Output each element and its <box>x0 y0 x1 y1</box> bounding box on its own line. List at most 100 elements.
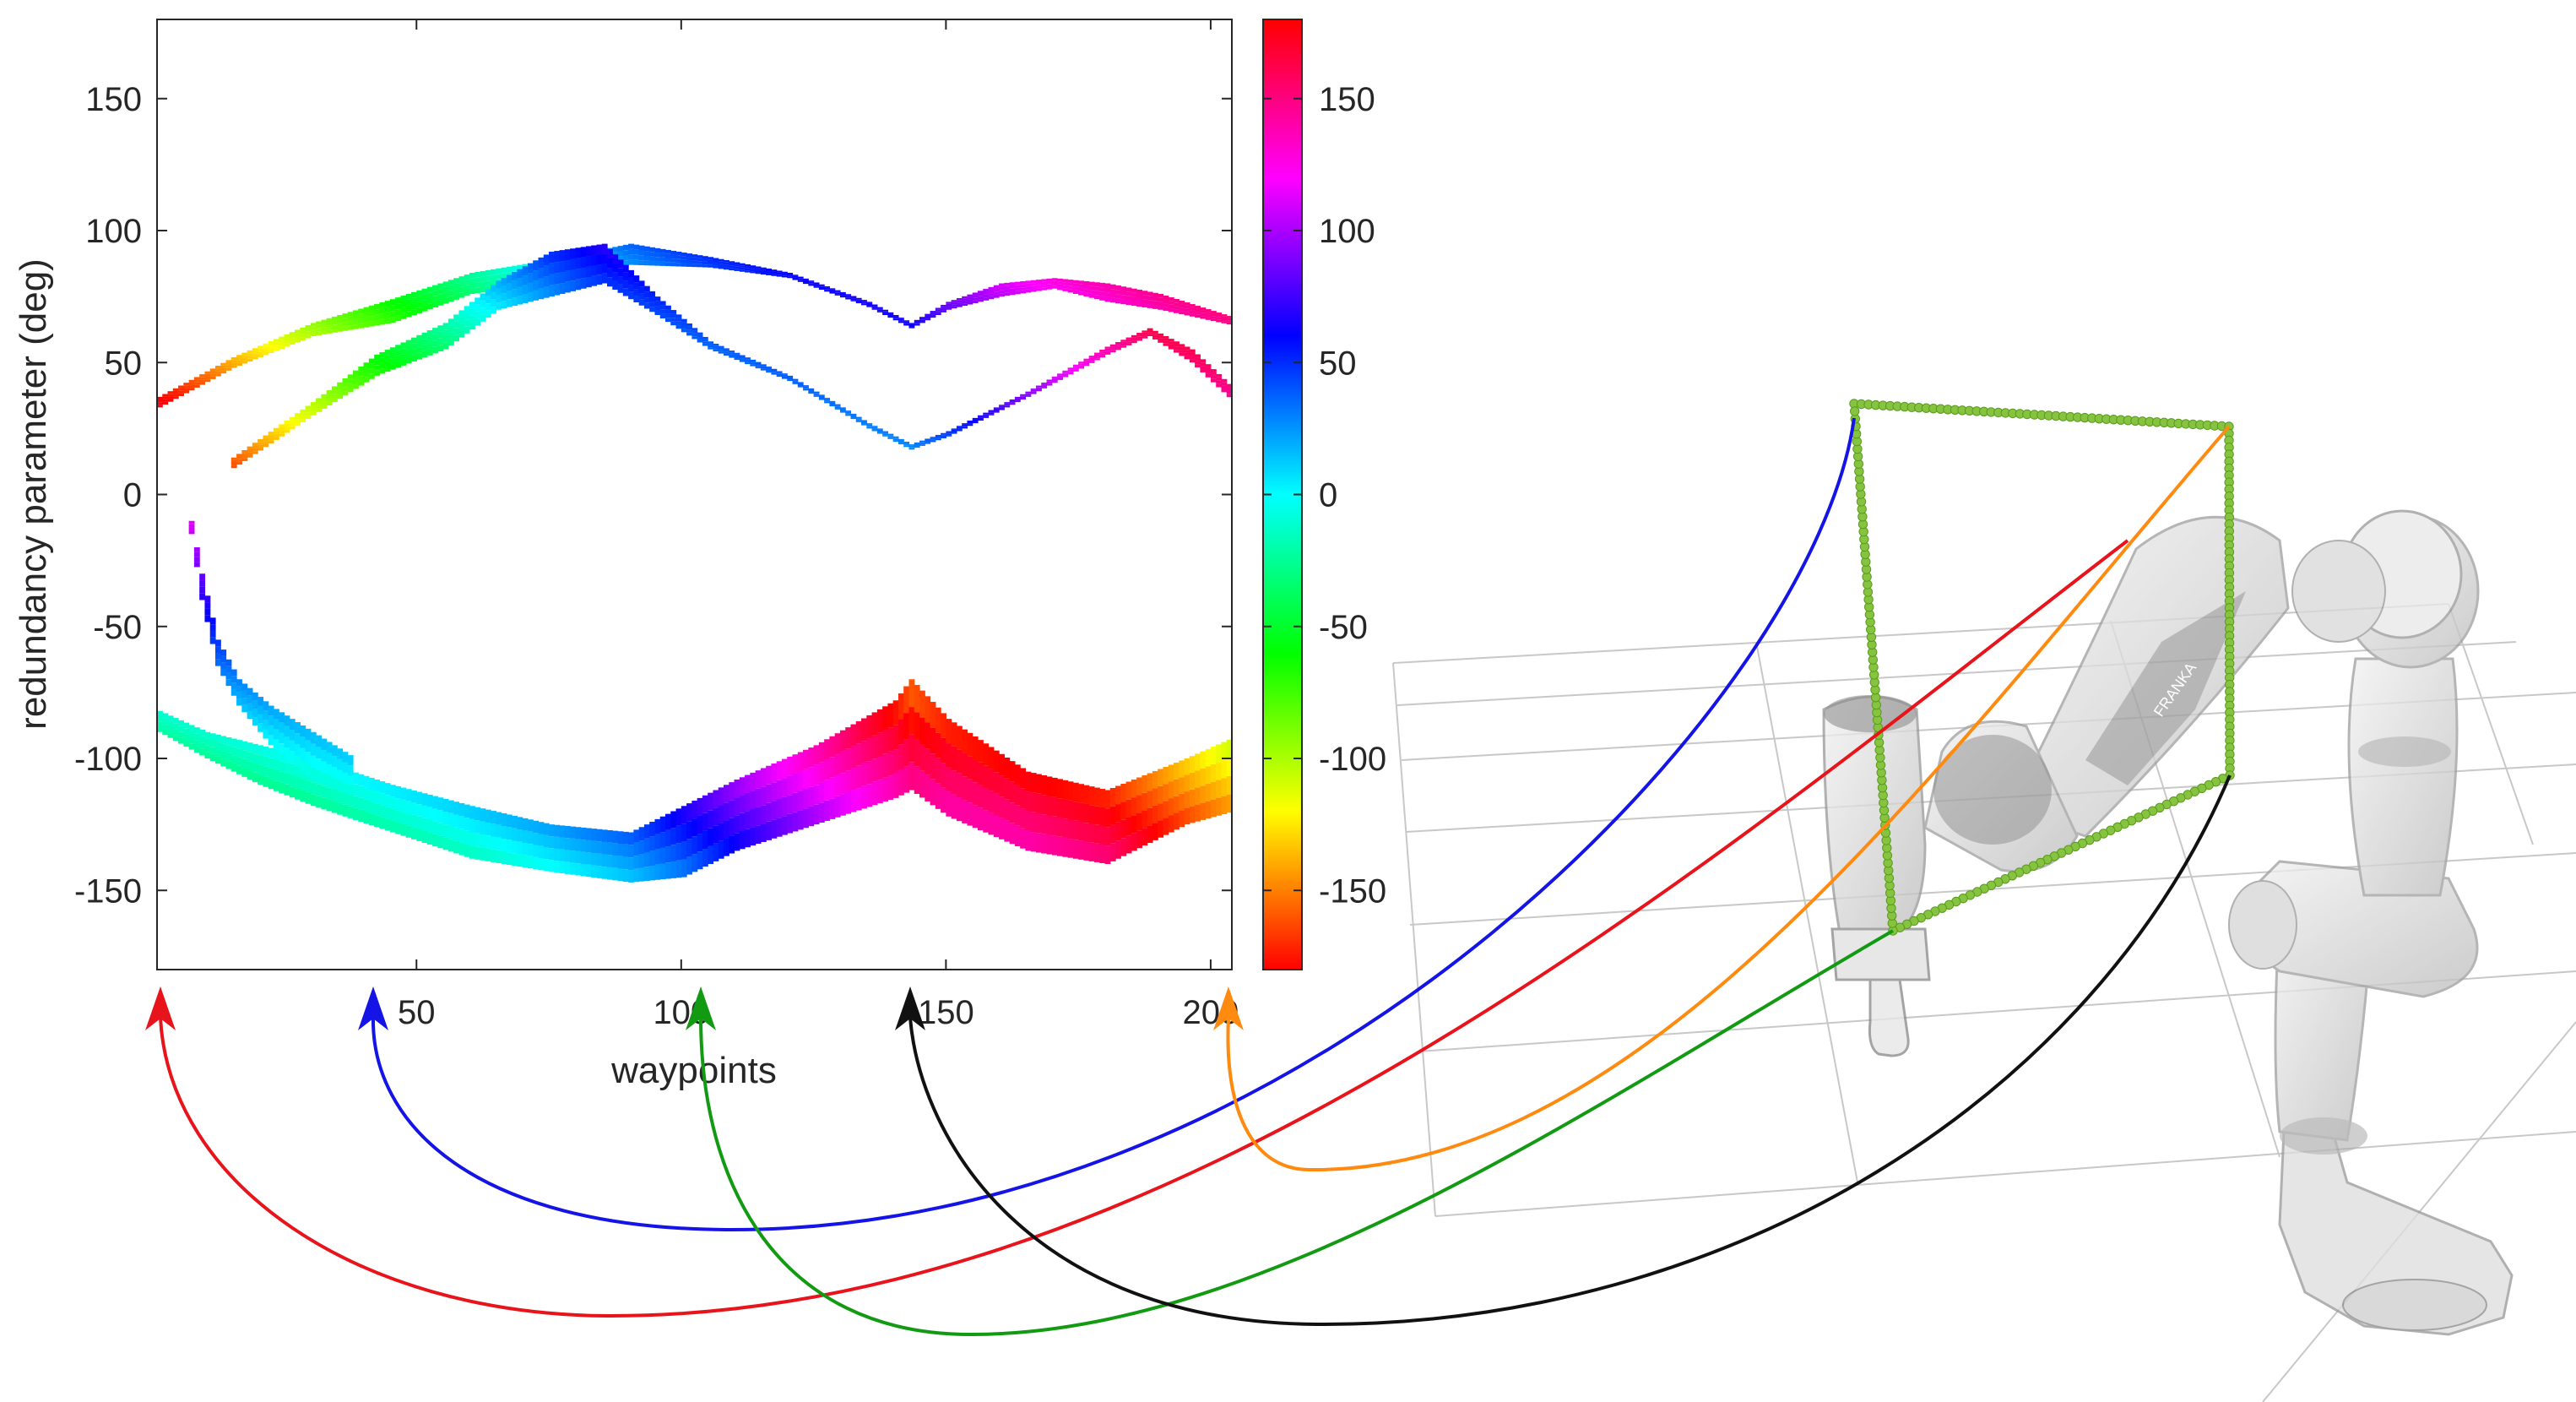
heatmap-cell <box>310 329 317 334</box>
heatmap-cell <box>745 361 751 363</box>
heatmap-cell <box>273 437 279 440</box>
heatmap-cell <box>464 830 470 845</box>
heatmap-cell <box>850 768 857 791</box>
heatmap-cell <box>310 731 317 744</box>
heatmap-cell <box>649 296 656 302</box>
heatmap-cell <box>358 809 365 822</box>
heatmap-cell <box>284 747 290 758</box>
heatmap-cell <box>766 269 773 270</box>
heatmap-cell <box>236 698 242 706</box>
heatmap-cell <box>723 802 729 821</box>
heatmap-cell <box>1051 280 1058 284</box>
heatmap-cell <box>1142 330 1148 333</box>
heatmap-cell <box>993 815 1000 838</box>
heatmap-cell <box>1078 802 1085 822</box>
heatmap-cell <box>925 315 931 318</box>
heatmap-cell <box>708 828 714 846</box>
heatmap-cell <box>1041 281 1048 285</box>
heatmap-cell <box>1067 371 1074 373</box>
heatmap-cell <box>1072 369 1079 372</box>
heatmap-cell <box>978 785 984 808</box>
heatmap-cell <box>760 366 767 367</box>
heatmap-cell <box>1057 836 1063 856</box>
heatmap-cell <box>596 274 603 285</box>
heatmap-cell <box>855 297 862 300</box>
heatmap-cell <box>300 419 306 423</box>
heatmap-cell <box>1210 316 1217 319</box>
heatmap-cell <box>310 405 317 409</box>
heatmap-cell <box>670 254 677 259</box>
heatmap-cell <box>1125 835 1132 854</box>
heatmap-cell <box>1168 341 1174 345</box>
heatmap-cell <box>622 288 629 296</box>
heatmap-cell <box>914 323 920 326</box>
heatmap-cell <box>405 305 412 312</box>
heatmap-cell <box>686 839 692 857</box>
heatmap-cell <box>829 291 836 293</box>
heatmap-cell <box>458 317 465 324</box>
heatmap-cell <box>1210 313 1217 317</box>
heatmap-cell <box>1104 808 1111 828</box>
heatmap-cell <box>331 801 338 813</box>
heatmap-cell <box>300 759 306 771</box>
heatmap-cell <box>972 736 979 760</box>
heatmap-cell <box>845 727 852 749</box>
heatmap-cell <box>643 302 650 309</box>
heatmap-cell <box>708 343 714 345</box>
heatmap-cell <box>1004 403 1011 405</box>
heatmap-cell <box>469 302 475 309</box>
heatmap-cell <box>527 856 534 869</box>
heatmap-cell <box>188 725 195 731</box>
heatmap-cell <box>638 255 645 261</box>
heatmap-cell <box>697 261 703 264</box>
heatmap-cell <box>543 254 550 266</box>
heatmap-cell <box>252 353 258 357</box>
heatmap-cell <box>745 359 751 361</box>
heatmap-cell <box>512 272 518 281</box>
heatmap-cell <box>395 303 402 310</box>
heatmap-cell <box>284 773 290 785</box>
heatmap-cell <box>564 838 571 850</box>
heatmap-cell <box>580 257 587 269</box>
heatmap-cell <box>829 798 836 819</box>
heatmap-cell <box>978 419 984 421</box>
heatmap-cell <box>416 804 423 817</box>
heatmap-cell <box>342 387 349 392</box>
heatmap-cell <box>389 311 396 318</box>
heatmap-cell <box>230 738 237 747</box>
heatmap-cell <box>1041 814 1048 834</box>
heatmap-cell <box>384 306 391 312</box>
heatmap-cell <box>628 291 634 300</box>
heatmap-cell <box>612 280 619 290</box>
heatmap-cell <box>818 742 825 763</box>
heatmap-cell <box>956 796 963 822</box>
heatmap-cell <box>209 733 216 741</box>
heatmap-cell <box>1067 372 1074 375</box>
heatmap-cell <box>1062 373 1069 376</box>
heatmap-cell <box>930 727 936 754</box>
heatmap-cell <box>437 345 444 352</box>
heatmap-cell <box>675 321 682 326</box>
heatmap-cell <box>305 416 312 419</box>
heatmap-cell <box>776 375 783 378</box>
heatmap-cell <box>861 422 867 425</box>
heatmap-cell <box>1035 833 1042 853</box>
heatmap-cell <box>575 827 582 840</box>
heatmap-cell <box>1046 281 1053 285</box>
heatmap-cell <box>527 291 534 302</box>
heatmap-cell <box>1104 287 1111 293</box>
heatmap-cell <box>983 788 990 811</box>
heatmap-cell <box>999 283 1005 287</box>
heatmap-cell <box>527 819 534 832</box>
heatmap-cell <box>241 352 248 356</box>
heatmap-cell <box>861 302 867 304</box>
heatmap-cell <box>1009 282 1016 285</box>
heatmap-cell <box>295 722 301 734</box>
heatmap-cell <box>919 317 925 319</box>
heatmap-cell <box>591 829 598 841</box>
heatmap-cell <box>1014 396 1021 399</box>
heatmap-cell <box>983 291 990 295</box>
heatmap-cell <box>432 834 438 847</box>
heatmap-cell <box>1205 371 1212 374</box>
heatmap-cell <box>951 300 957 302</box>
